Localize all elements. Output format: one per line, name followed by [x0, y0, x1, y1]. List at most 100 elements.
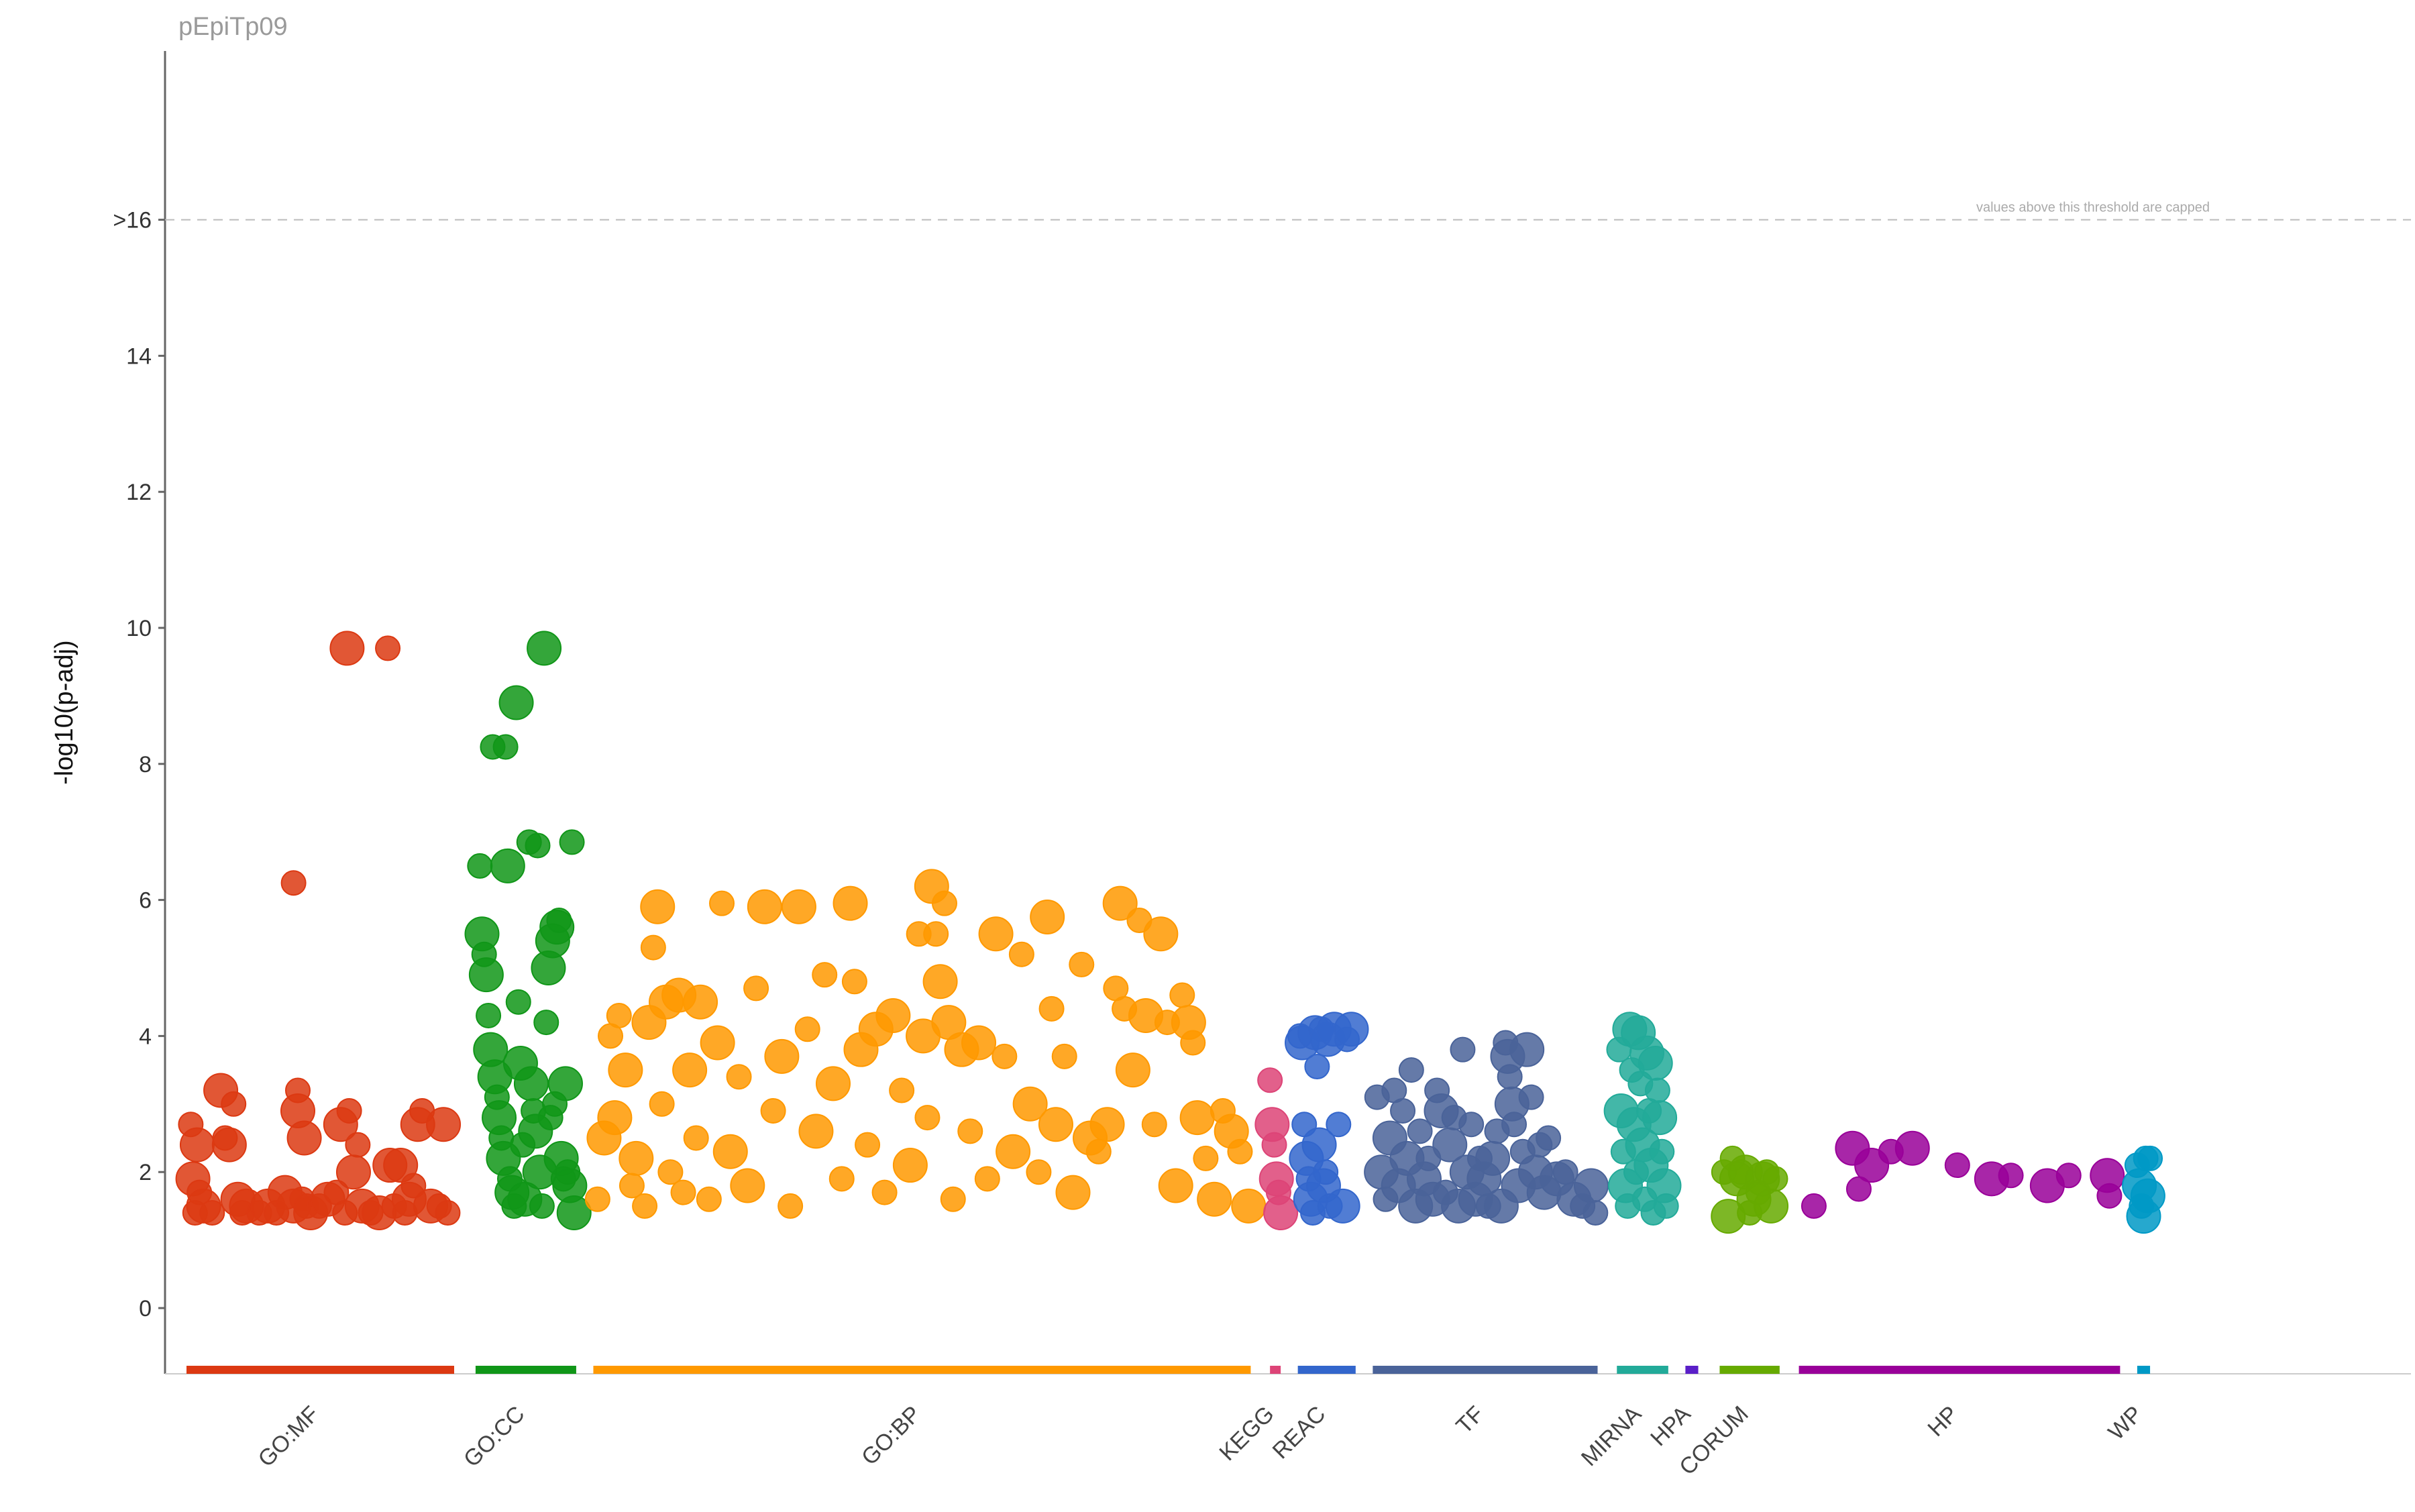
data-point[interactable]	[1158, 1168, 1193, 1203]
data-point[interactable]	[978, 916, 1014, 952]
data-point[interactable]	[957, 1118, 983, 1144]
data-point[interactable]	[546, 908, 572, 934]
data-point[interactable]	[286, 1120, 322, 1156]
data-point[interactable]	[1115, 1052, 1150, 1088]
data-point[interactable]	[1008, 941, 1034, 967]
data-point[interactable]	[529, 1193, 555, 1219]
data-point[interactable]	[1304, 1054, 1330, 1080]
data-point[interactable]	[1026, 1159, 1052, 1185]
data-point[interactable]	[640, 889, 676, 924]
data-point[interactable]	[1102, 885, 1138, 921]
data-point[interactable]	[1407, 1118, 1433, 1144]
data-point[interactable]	[375, 635, 401, 661]
data-point[interactable]	[961, 1025, 997, 1061]
data-point[interactable]	[781, 889, 816, 924]
data-point[interactable]	[2137, 1145, 2163, 1171]
data-point[interactable]	[1325, 1188, 1360, 1224]
data-point[interactable]	[1179, 1100, 1215, 1136]
data-point[interactable]	[1582, 1200, 1609, 1226]
data-point[interactable]	[764, 1038, 800, 1074]
data-point[interactable]	[1180, 1030, 1206, 1056]
data-point[interactable]	[490, 848, 525, 883]
data-point[interactable]	[335, 1154, 371, 1190]
data-point[interactable]	[1197, 1181, 1232, 1217]
data-point[interactable]	[1642, 1100, 1678, 1136]
data-point[interactable]	[525, 832, 551, 859]
data-point[interactable]	[606, 1002, 632, 1028]
data-point[interactable]	[922, 964, 958, 1000]
data-point[interactable]	[1944, 1152, 1970, 1179]
data-point[interactable]	[221, 1091, 247, 1117]
data-point[interactable]	[709, 890, 735, 916]
data-point[interactable]	[1552, 1159, 1578, 1185]
data-point[interactable]	[533, 1010, 559, 1036]
data-point[interactable]	[974, 1166, 1000, 1192]
data-point[interactable]	[400, 1173, 427, 1199]
data-point[interactable]	[280, 870, 307, 896]
data-point[interactable]	[1257, 1067, 1283, 1093]
data-point[interactable]	[1038, 995, 1065, 1022]
data-point[interactable]	[670, 1179, 696, 1205]
data-point[interactable]	[1458, 1112, 1485, 1138]
data-point[interactable]	[559, 829, 585, 855]
data-point[interactable]	[211, 1127, 247, 1163]
data-point[interactable]	[871, 1179, 898, 1205]
data-point[interactable]	[435, 1200, 461, 1226]
data-point[interactable]	[1801, 1193, 1827, 1219]
data-point[interactable]	[889, 1077, 915, 1103]
data-point[interactable]	[828, 1166, 855, 1192]
data-point[interactable]	[336, 1097, 362, 1124]
data-point[interactable]	[1231, 1188, 1267, 1224]
data-point[interactable]	[747, 889, 782, 924]
data-point[interactable]	[1501, 1112, 1527, 1138]
data-point[interactable]	[199, 1200, 225, 1226]
data-point[interactable]	[329, 631, 365, 666]
data-point[interactable]	[476, 1002, 502, 1028]
data-point[interactable]	[513, 1066, 549, 1101]
data-point[interactable]	[597, 1100, 633, 1136]
data-point[interactable]	[492, 734, 519, 760]
data-point[interactable]	[1390, 1097, 1416, 1124]
data-point[interactable]	[467, 853, 493, 879]
data-point[interactable]	[1263, 1195, 1299, 1231]
data-point[interactable]	[1450, 1036, 1476, 1063]
data-point[interactable]	[1085, 1138, 1112, 1165]
data-point[interactable]	[892, 1148, 928, 1183]
data-point[interactable]	[794, 1016, 820, 1042]
data-point[interactable]	[179, 1127, 215, 1163]
data-point[interactable]	[1169, 982, 1195, 1008]
data-point[interactable]	[726, 1064, 752, 1090]
data-point[interactable]	[1193, 1145, 1219, 1171]
data-point[interactable]	[931, 890, 957, 916]
data-point[interactable]	[855, 1132, 881, 1158]
data-point[interactable]	[1055, 1175, 1091, 1210]
data-point[interactable]	[1227, 1138, 1253, 1165]
data-point[interactable]	[505, 989, 531, 1015]
data-point[interactable]	[1638, 1045, 1673, 1081]
data-point[interactable]	[1536, 1125, 1562, 1151]
data-point[interactable]	[649, 1091, 675, 1117]
data-point[interactable]	[1143, 916, 1179, 952]
data-point[interactable]	[914, 1105, 941, 1131]
data-point[interactable]	[777, 1193, 804, 1219]
data-point[interactable]	[1762, 1166, 1788, 1192]
data-point[interactable]	[1573, 1168, 1609, 1203]
data-point[interactable]	[730, 1168, 765, 1203]
data-point[interactable]	[1475, 1140, 1511, 1176]
data-point[interactable]	[1261, 1132, 1287, 1158]
data-point[interactable]	[712, 1134, 748, 1169]
data-point[interactable]	[798, 1114, 834, 1149]
data-point[interactable]	[1141, 1112, 1167, 1138]
data-point[interactable]	[383, 1148, 419, 1183]
data-point[interactable]	[815, 1066, 851, 1101]
data-point[interactable]	[1069, 951, 1095, 977]
data-point[interactable]	[608, 1052, 643, 1088]
data-point[interactable]	[940, 1186, 966, 1212]
data-point[interactable]	[683, 984, 718, 1020]
data-point[interactable]	[875, 997, 911, 1033]
data-point[interactable]	[1509, 1032, 1545, 1067]
data-point[interactable]	[556, 1195, 592, 1231]
data-point[interactable]	[584, 1186, 610, 1212]
data-point[interactable]	[1012, 1086, 1048, 1122]
data-point[interactable]	[1644, 1077, 1670, 1103]
